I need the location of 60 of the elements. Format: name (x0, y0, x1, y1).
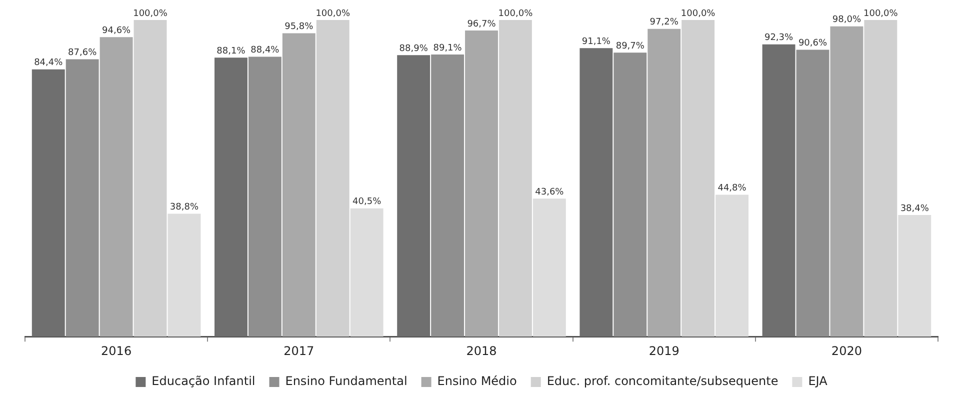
data-label: 100,0% (680, 8, 716, 19)
bar (898, 215, 932, 337)
bar (648, 28, 681, 337)
data-label: 44,8% (718, 184, 747, 194)
bar (248, 56, 282, 337)
bar (134, 20, 167, 337)
data-label: 96,7% (467, 19, 496, 30)
data-label: 88,9% (399, 44, 428, 54)
bar (498, 20, 532, 337)
bar (796, 50, 830, 337)
data-label: 40,5% (352, 197, 382, 208)
bar (66, 59, 99, 337)
legend-label: Ensino Médio (437, 374, 517, 388)
bar (431, 54, 464, 337)
data-label: 84,4% (34, 58, 64, 68)
bar (168, 214, 201, 337)
data-label: 38,8% (170, 202, 199, 213)
bar (350, 208, 384, 337)
bar (762, 44, 796, 337)
legend-label: Educação Infantil (152, 374, 256, 388)
bar (614, 52, 647, 337)
data-label: 92,3% (764, 33, 794, 44)
data-label: 94,6% (102, 26, 132, 36)
data-label: 89,7% (616, 41, 645, 52)
bar (830, 26, 864, 337)
data-label: 38,4% (900, 204, 930, 214)
x-tick-label: 2019 (648, 344, 680, 358)
data-label: 43,6% (535, 187, 564, 198)
bar (532, 198, 566, 337)
bar (397, 55, 430, 337)
x-tick-label: 2017 (284, 344, 314, 358)
data-label: 100,0% (133, 8, 168, 19)
x-tick-label: 2020 (831, 344, 862, 358)
data-label: 87,6% (68, 48, 98, 58)
bar (32, 69, 65, 337)
data-label: 98,0% (832, 15, 862, 26)
bar (716, 194, 748, 337)
data-label: 100,0% (864, 8, 898, 19)
legend-label: Educ. prof. concomitante/subsequente (546, 374, 778, 388)
x-tick-label: 2018 (466, 344, 497, 358)
x-tick-label: 2016 (101, 344, 132, 358)
legend-label: Ensino Fundamental (285, 374, 408, 388)
bar (214, 58, 248, 337)
data-label: 100,0% (316, 8, 350, 19)
data-label: 95,8% (284, 22, 314, 32)
data-label: 91,1% (582, 37, 611, 48)
bar (316, 20, 350, 337)
bar (282, 33, 316, 337)
bar (100, 37, 133, 337)
bar (465, 30, 498, 337)
data-label: 88,1% (216, 46, 246, 57)
data-label: 90,6% (798, 38, 828, 49)
bar (580, 48, 613, 337)
bar (864, 20, 898, 337)
bar (682, 20, 715, 337)
data-label: 88,4% (250, 46, 280, 56)
legend-label: EJA (808, 374, 828, 388)
data-label: 100,0% (498, 8, 534, 19)
data-label: 89,1% (433, 43, 462, 54)
data-label: 97,2% (650, 18, 679, 28)
